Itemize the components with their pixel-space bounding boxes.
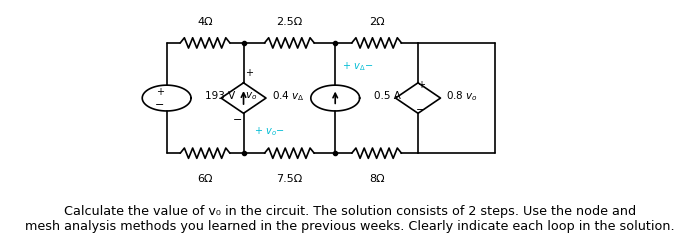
Text: 0.4 $v_Δ$: 0.4 $v_Δ$ bbox=[272, 89, 304, 103]
Text: 4Ω: 4Ω bbox=[197, 17, 213, 26]
Text: 2.5Ω: 2.5Ω bbox=[276, 17, 302, 26]
Text: 7.5Ω: 7.5Ω bbox=[276, 174, 302, 184]
Text: 6Ω: 6Ω bbox=[197, 174, 213, 184]
Text: + $v_Δ$−: + $v_Δ$− bbox=[342, 60, 373, 73]
Text: $v_o$: $v_o$ bbox=[245, 90, 257, 102]
Text: + $v_o$−: + $v_o$− bbox=[254, 126, 285, 139]
Text: 193 V: 193 V bbox=[205, 91, 235, 101]
Text: −: − bbox=[233, 115, 242, 125]
Text: −: − bbox=[416, 105, 426, 115]
Text: +: + bbox=[246, 68, 253, 78]
Text: 2Ω: 2Ω bbox=[369, 17, 384, 26]
Text: +: + bbox=[417, 80, 425, 90]
Text: 0.5 A: 0.5 A bbox=[374, 91, 400, 101]
Text: −: − bbox=[155, 100, 164, 110]
Text: 8Ω: 8Ω bbox=[369, 174, 384, 184]
Text: Calculate the value of v₀ in the circuit. The solution consists of 2 steps. Use : Calculate the value of v₀ in the circuit… bbox=[25, 205, 675, 233]
Text: +: + bbox=[155, 87, 164, 97]
Text: 0.8 $v_o$: 0.8 $v_o$ bbox=[447, 89, 478, 103]
